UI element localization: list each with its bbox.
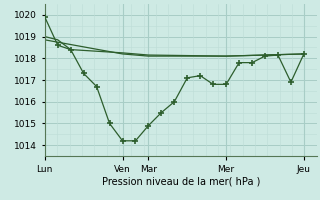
X-axis label: Pression niveau de la mer( hPa ): Pression niveau de la mer( hPa ) — [102, 177, 260, 187]
